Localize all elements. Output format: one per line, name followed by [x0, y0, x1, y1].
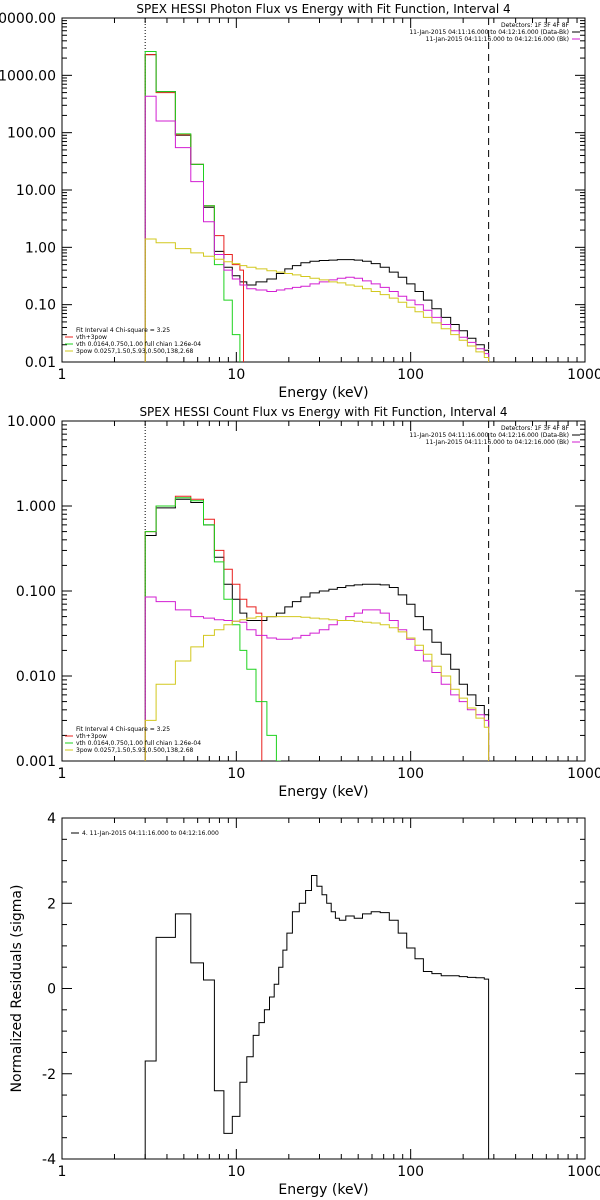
y-tick-label: 10.000: [7, 414, 56, 430]
legend-entry: Fit Interval 4 Chi-square = 3.25: [76, 327, 170, 334]
series-line-0: [144, 54, 490, 362]
legend-entry: 3pow 0.0257,1.50,5.93,0.500,138,2.68: [76, 348, 194, 355]
x-tick-label: 100: [397, 367, 424, 383]
x-tick-label: 10: [227, 367, 245, 383]
y-tick-label: 0.100: [16, 584, 56, 600]
legend-entry: vth+3pow: [76, 733, 107, 740]
y-tick-label: 0.01: [25, 355, 56, 371]
legend-entry: 11-Jan-2015 04:11:16.000 to 04:12:16.000…: [426, 439, 569, 446]
series-line-0: [144, 875, 490, 1159]
legend-bottom-left: Fit Interval 4 Chi-square = 3.25vth+3pow…: [65, 726, 201, 754]
y-tick-label: 1000.00: [0, 68, 56, 84]
x-tick-label: 100: [397, 766, 424, 782]
y-tick-label: 0.10: [25, 298, 56, 314]
legend-entry: vth+3pow: [76, 334, 107, 341]
y-tick-label: 0.010: [16, 669, 56, 685]
legend-top-left: 4. 11-Jan-2015 04:11:16.000 to 04:12:16.…: [71, 830, 219, 837]
y-tick-label: 100.00: [7, 126, 56, 142]
plot-frame: [61, 817, 586, 1160]
series-line-4: [144, 616, 490, 761]
series-line-3: [144, 95, 490, 362]
legend-entry: Detectors: 1F 3F 4F 8F: [501, 425, 570, 432]
series-line-1: [144, 495, 263, 761]
series-line-0: [144, 498, 490, 761]
legend-entry: vth 0.0164,0.750,1.00 full chian 1.26e-0…: [76, 740, 201, 747]
x-tick-label: 10: [227, 766, 245, 782]
series-line-3: [144, 596, 490, 761]
series-line-2: [144, 51, 244, 362]
chart-photon: SPEX HESSI Photon Flux vs Energy with Fi…: [0, 2, 600, 401]
legend-entry: vth 0.0164,0.750,1.00 full chian 1.26e-0…: [76, 341, 201, 348]
series-group: [144, 875, 490, 1159]
x-tick-label: 1: [58, 367, 67, 383]
chart-title: SPEX HESSI Count Flux vs Energy with Fit…: [139, 405, 507, 419]
chart-residuals: 1 10 100 1000 Energy (keV) -4 -2 0 2 4 Normalized …: [9, 811, 600, 1198]
series-line-4: [144, 238, 490, 362]
legend-entry: 11-Jan-2015 04:11:16.000 to 04:12:16.000…: [426, 36, 569, 43]
y-tick-label: 2: [47, 896, 56, 912]
y-tick-label: 1.00: [25, 240, 56, 256]
plot-frame: [61, 17, 586, 363]
y-tick-label: 10000.00: [0, 11, 56, 27]
x-tick-label: 1000: [567, 1164, 600, 1180]
x-tick-label: 100: [397, 1164, 424, 1180]
y-tick-label: 0.001: [16, 754, 56, 770]
legend-entry: Detectors: 1F 3F 4F 8F: [501, 22, 570, 29]
x-axis-label: Energy (keV): [278, 784, 368, 800]
series-line-1: [144, 54, 244, 362]
legend-entry: 4. 11-Jan-2015 04:11:16.000 to 04:12:16.…: [82, 830, 219, 837]
y-tick-label: 4: [47, 811, 56, 827]
x-tick-label: 1000: [567, 766, 600, 782]
legend-entry: 11-Jan-2015 04:11:16.000 to 04:12:16.000…: [409, 432, 569, 439]
y-tick-label: -4: [42, 1152, 56, 1168]
chart-count: SPEX HESSI Count Flux vs Energy with Fit…: [7, 405, 600, 800]
x-tick-label: 10: [227, 1164, 245, 1180]
legend-entry: 3pow 0.0257,1.50,5.93,0.500,138,2.68: [76, 747, 194, 754]
legend-entry: Fit Interval 4 Chi-square = 3.25: [76, 726, 170, 733]
y-tick-label: 0: [47, 982, 56, 998]
x-axis-label: Energy (keV): [278, 1182, 368, 1198]
y-tick-label: 1.000: [16, 499, 56, 515]
y-tick-label: 10.00: [16, 183, 56, 199]
series-line-2: [144, 497, 281, 761]
x-tick-label: 1: [58, 1164, 67, 1180]
y-axis-label: Normalized Residuals (sigma): [9, 885, 25, 1093]
x-axis-label: Energy (keV): [278, 385, 368, 401]
legend-bottom-left: Fit Interval 4 Chi-square = 3.25vth+3pow…: [65, 327, 201, 355]
x-tick-label: 1: [58, 766, 67, 782]
series-group: [144, 51, 490, 362]
chart-title: SPEX HESSI Photon Flux vs Energy with Fi…: [136, 2, 510, 16]
y-tick-label: -2: [42, 1067, 56, 1083]
legend-entry: 11-Jan-2015 04:11:16.000 to 04:12:16.000…: [409, 29, 569, 36]
x-tick-label: 1000: [567, 367, 600, 383]
series-group: [144, 495, 490, 761]
